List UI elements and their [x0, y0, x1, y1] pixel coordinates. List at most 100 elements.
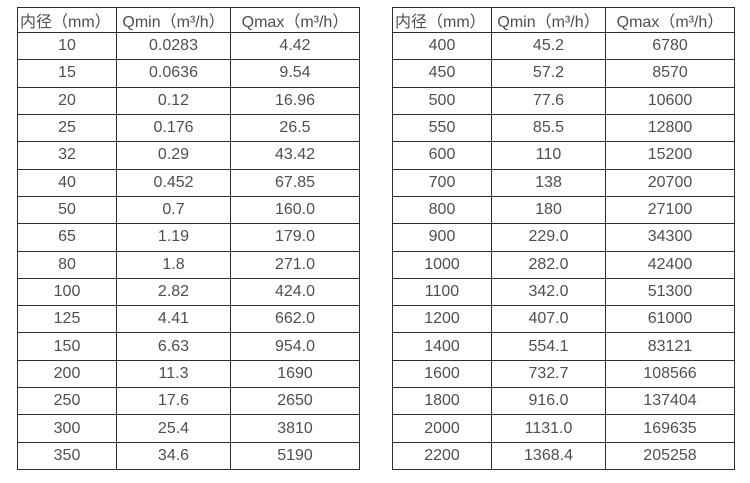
- qmax-cell: 10600: [605, 86, 735, 115]
- qmax-cell: 15200: [605, 141, 735, 170]
- table-row: 500 77.6 10600: [392, 86, 735, 115]
- table-row: 350 34.6 5190: [17, 441, 360, 471]
- diameter-cell: 1000: [392, 250, 492, 279]
- diameter-cell: 125: [17, 305, 117, 334]
- diameter-cell: 2200: [392, 441, 492, 471]
- diameter-cell: 1400: [392, 332, 492, 361]
- qmin-cell: 0.176: [116, 113, 231, 143]
- qmax-cell: 20700: [605, 168, 735, 197]
- table-row: 2000 1131.0 169635: [392, 414, 735, 443]
- header-row: 内径（mm） Qmin（m³/h） Qmax（m³/h）: [392, 7, 735, 33]
- table-row: 1400 554.1 83121: [392, 332, 735, 361]
- qmax-cell: 160.0: [230, 195, 360, 225]
- qmax-cell: 205258: [605, 441, 735, 471]
- qmax-column-header: Qmax（m³/h）: [605, 7, 735, 33]
- qmin-column-header: Qmin（m³/h）: [116, 7, 231, 33]
- qmin-cell: 0.29: [116, 141, 231, 170]
- qmin-cell: 0.12: [116, 86, 231, 115]
- qmax-cell: 83121: [605, 332, 735, 361]
- diameter-cell: 1200: [392, 305, 492, 334]
- table-row: 32 0.29 43.42: [17, 141, 360, 170]
- diameter-cell: 150: [17, 332, 117, 361]
- table-row: 800 180 27100: [392, 195, 735, 225]
- diameter-cell: 600: [392, 141, 492, 170]
- qmax-cell: 3810: [230, 414, 360, 443]
- qmax-cell: 6780: [605, 31, 735, 61]
- qmin-cell: 2.82: [116, 277, 231, 307]
- flow-table-large-diameters: 内径（mm） Qmin（m³/h） Qmax（m³/h） 400 45.2 6780 45…: [392, 7, 735, 471]
- qmin-cell: 85.5: [491, 113, 606, 143]
- qmax-cell: 8570: [605, 59, 735, 88]
- diameter-cell: 900: [392, 223, 492, 252]
- diameter-cell: 500: [392, 86, 492, 115]
- table-row: 65 1.19 179.0: [17, 223, 360, 252]
- diameter-cell: 1800: [392, 387, 492, 416]
- qmin-cell: 138: [491, 168, 606, 197]
- diameter-cell: 200: [17, 359, 117, 389]
- qmin-cell: 77.6: [491, 86, 606, 115]
- qmax-cell: 67.85: [230, 168, 360, 197]
- qmax-cell: 4.42: [230, 31, 360, 61]
- table-row: 200 11.3 1690: [17, 359, 360, 389]
- diameter-cell: 300: [17, 414, 117, 443]
- qmax-cell: 34300: [605, 223, 735, 252]
- qmax-cell: 1690: [230, 359, 360, 389]
- diameter-cell: 550: [392, 113, 492, 143]
- qmax-cell: 2650: [230, 387, 360, 416]
- qmax-cell: 27100: [605, 195, 735, 225]
- diameter-cell: 700: [392, 168, 492, 197]
- qmin-cell: 1131.0: [491, 414, 606, 443]
- qmax-cell: 137404: [605, 387, 735, 416]
- table-row: 125 4.41 662.0: [17, 305, 360, 334]
- qmax-cell: 16.96: [230, 86, 360, 115]
- qmin-cell: 229.0: [491, 223, 606, 252]
- diameter-cell: 10: [17, 31, 117, 61]
- qmax-cell: 169635: [605, 414, 735, 443]
- diameter-cell: 400: [392, 31, 492, 61]
- table-row: 1600 732.7 108566: [392, 359, 735, 389]
- table-row: 15 0.0636 9.54: [17, 59, 360, 88]
- table-row: 2200 1368.4 205258: [392, 441, 735, 471]
- qmin-cell: 0.0283: [116, 31, 231, 61]
- qmax-cell: 51300: [605, 277, 735, 307]
- qmin-cell: 34.6: [116, 441, 231, 471]
- qmin-cell: 11.3: [116, 359, 231, 389]
- qmax-cell: 9.54: [230, 59, 360, 88]
- diameter-cell: 450: [392, 59, 492, 88]
- qmin-cell: 17.6: [116, 387, 231, 416]
- qmin-column-header: Qmin（m³/h）: [491, 7, 606, 33]
- diameter-column-header: 内径（mm）: [17, 7, 117, 33]
- table-row: 1100 342.0 51300: [392, 277, 735, 307]
- table-row: 25 0.176 26.5: [17, 113, 360, 143]
- table-row: 10 0.0283 4.42: [17, 31, 360, 61]
- diameter-cell: 350: [17, 441, 117, 471]
- table-row: 20 0.12 16.96: [17, 86, 360, 115]
- diameter-cell: 25: [17, 113, 117, 143]
- qmin-cell: 180: [491, 195, 606, 225]
- table-row: 50 0.7 160.0: [17, 195, 360, 225]
- qmin-cell: 25.4: [116, 414, 231, 443]
- qmin-cell: 45.2: [491, 31, 606, 61]
- qmin-cell: 342.0: [491, 277, 606, 307]
- header-row: 内径（mm） Qmin（m³/h） Qmax（m³/h）: [17, 7, 360, 33]
- table-row: 900 229.0 34300: [392, 223, 735, 252]
- diameter-cell: 1600: [392, 359, 492, 389]
- diameter-cell: 65: [17, 223, 117, 252]
- diameter-cell: 32: [17, 141, 117, 170]
- table-row: 1800 916.0 137404: [392, 387, 735, 416]
- qmin-cell: 1368.4: [491, 441, 606, 471]
- qmin-cell: 0.452: [116, 168, 231, 197]
- table-row: 300 25.4 3810: [17, 414, 360, 443]
- qmax-cell: 954.0: [230, 332, 360, 361]
- qmin-cell: 732.7: [491, 359, 606, 389]
- table-row: 400 45.2 6780: [392, 31, 735, 61]
- qmax-cell: 179.0: [230, 223, 360, 252]
- table-row: 100 2.82 424.0: [17, 277, 360, 307]
- qmin-cell: 282.0: [491, 250, 606, 279]
- qmax-cell: 42400: [605, 250, 735, 279]
- qmax-column-header: Qmax（m³/h）: [230, 7, 360, 33]
- qmax-cell: 424.0: [230, 277, 360, 307]
- qmax-cell: 5190: [230, 441, 360, 471]
- qmin-cell: 554.1: [491, 332, 606, 361]
